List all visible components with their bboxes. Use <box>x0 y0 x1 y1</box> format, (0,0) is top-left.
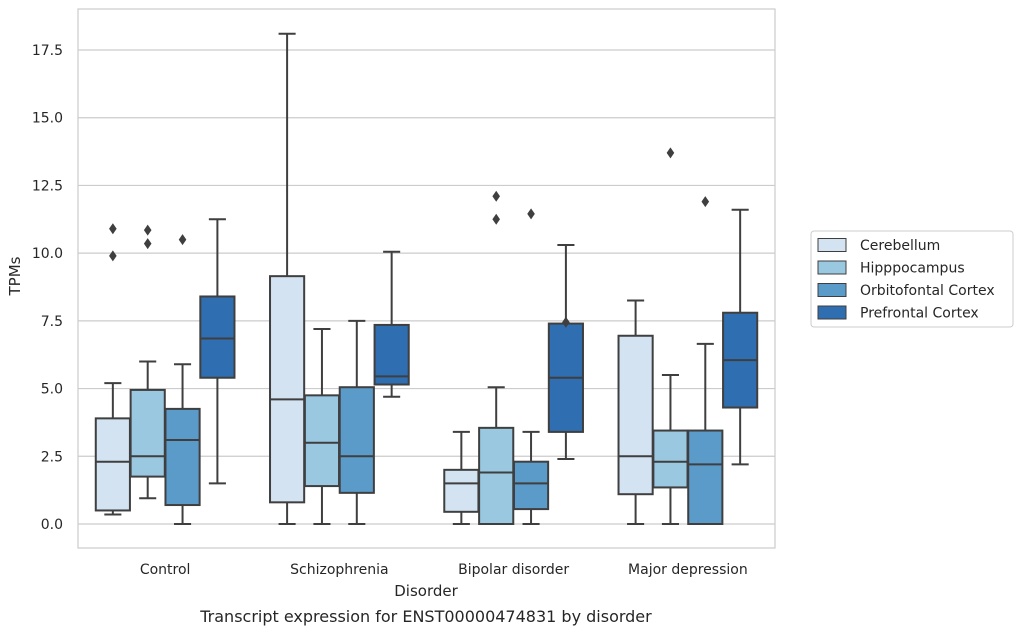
outlier-point <box>109 223 117 235</box>
box-iqr <box>164 407 201 507</box>
box-iqr <box>303 394 341 488</box>
box-iqr <box>687 429 724 526</box>
x-tick-labels: Control Schizophrenia Bipolar disorder Majo… <box>140 562 748 578</box>
legend-swatch <box>817 238 847 252</box>
box-prefrontal-cortex <box>199 218 236 485</box>
legend-label: Hipppocampus <box>860 261 965 277</box>
legend-frame <box>810 230 1014 328</box>
box-iqr <box>199 295 236 379</box>
box-iqr <box>94 417 131 512</box>
outlier-point <box>527 208 535 220</box>
legend-label: Prefrontal Cortex <box>860 306 979 322</box>
outlier-point <box>109 250 117 262</box>
legend-swatch <box>817 283 847 297</box>
box-prefrontal-cortex <box>373 250 410 398</box>
box-cerebellum <box>617 299 654 525</box>
box-hipppocampus <box>478 190 515 525</box>
box-plot-marks <box>94 32 759 526</box>
box-cerebellum <box>443 430 480 525</box>
box-iqr <box>512 460 550 511</box>
y-tick-label: 0.0 <box>41 517 63 533</box>
chart-caption: Transcript expression for ENST0000047483… <box>199 607 652 626</box>
box-hipppocampus <box>129 224 166 500</box>
outlier-point <box>666 147 675 159</box>
legend-label: Orbitofontal Cortex <box>860 283 995 299</box>
box-iqr <box>373 323 410 386</box>
box-orbitofontal-cortex <box>687 196 724 526</box>
y-tick-label: 15.0 <box>32 111 63 127</box>
y-axis-label: TPMs <box>6 256 24 296</box>
legend-label: Cerebellum <box>860 238 940 254</box>
outlier-point <box>562 316 570 328</box>
box-iqr <box>652 429 689 489</box>
x-tick-label: Schizophrenia <box>290 562 388 578</box>
y-tick-label: 12.5 <box>32 178 63 194</box>
x-tick-label: Major depression <box>628 562 748 578</box>
box-iqr <box>338 386 375 494</box>
box-prefrontal-cortex <box>722 208 759 466</box>
box-prefrontal-cortex <box>547 244 584 460</box>
box-iqr <box>443 468 480 513</box>
y-tick-label: 7.5 <box>41 314 63 330</box>
legend-swatch <box>817 260 847 275</box>
legend-swatch <box>817 305 847 320</box>
box-cerebellum <box>94 223 131 516</box>
y-tick-label: 5.0 <box>41 382 63 398</box>
y-tick-labels: 0.0 2.5 5.0 7.5 10.0 12.5 15.0 17.5 <box>32 43 63 533</box>
box-iqr <box>269 275 306 504</box>
outlier-point <box>143 224 152 236</box>
plot-frame <box>77 8 776 549</box>
outlier-point <box>143 238 152 250</box>
outlier-point <box>492 190 500 202</box>
y-tick-label: 17.5 <box>32 43 63 59</box>
x-axis-label: Disorder <box>394 582 458 600</box>
legend: Cerebellum Hipppocampus Orbitofontal Corte… <box>810 230 1014 328</box>
box-orbitofontal-cortex <box>164 234 201 525</box>
box-hipppocampus <box>652 147 689 525</box>
x-tick-label: Control <box>140 562 191 578</box>
box-iqr <box>617 334 654 496</box>
outlier-point <box>701 196 710 208</box>
box-cerebellum <box>269 32 306 525</box>
box-hipppocampus <box>303 327 341 525</box>
y-tick-label: 10.0 <box>32 246 63 262</box>
y-tick-label: 2.5 <box>41 449 63 465</box>
outlier-point <box>178 234 187 246</box>
box-orbitofontal-cortex <box>338 319 375 525</box>
outlier-point <box>492 213 500 225</box>
box-iqr <box>478 426 515 525</box>
x-tick-label: Bipolar disorder <box>458 562 569 578</box>
box-orbitofontal-cortex <box>512 208 550 525</box>
box-iqr <box>129 388 166 478</box>
